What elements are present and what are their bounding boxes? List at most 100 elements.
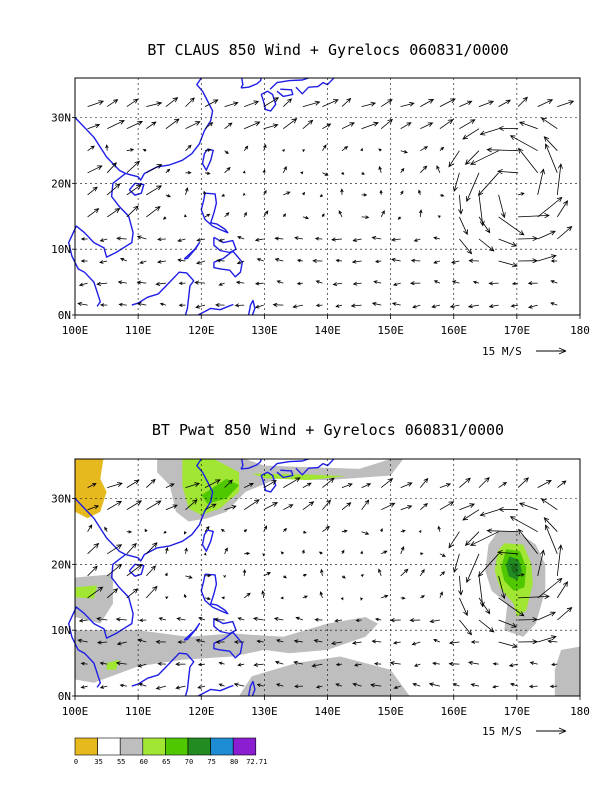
wind-vector	[400, 101, 415, 107]
wind-vector	[163, 216, 167, 220]
coastline	[201, 148, 214, 171]
wind-vector	[300, 171, 304, 175]
panel-2: BT Pwat 850 Wind + Gyrelocs 060831/0000 …	[51, 421, 590, 738]
pwat-region-75	[511, 563, 519, 574]
coastline	[247, 299, 256, 316]
wind-vector	[213, 617, 225, 622]
wind-vector	[99, 238, 108, 242]
wind-vector	[378, 568, 382, 577]
x-tick-label: 160E	[441, 324, 468, 337]
wind-vector	[185, 171, 192, 175]
wind-vector	[243, 211, 247, 218]
wind-vector	[361, 483, 372, 488]
wind-vector	[331, 640, 343, 646]
wind-vector	[275, 683, 284, 687]
coastline	[276, 88, 294, 98]
wind-vector	[263, 144, 267, 151]
wind-vector	[537, 168, 545, 195]
wind-vector	[118, 302, 127, 307]
wind-vector	[467, 304, 480, 309]
wind-vector	[116, 641, 127, 646]
wind-vector	[418, 209, 423, 217]
wind-vector	[196, 238, 206, 242]
pwat-region-60	[75, 585, 98, 599]
panel-2-y-ticks: 0N 10N 20N 30N	[51, 493, 75, 703]
y-tick-label: 10N	[51, 243, 71, 256]
wind-vector	[537, 99, 554, 107]
wind-vector	[380, 528, 383, 532]
wind-vector	[295, 616, 304, 621]
wind-vector	[452, 172, 460, 192]
wind-vector	[551, 662, 558, 667]
wind-vector	[263, 189, 267, 196]
wind-vector	[185, 499, 198, 511]
wind-vector	[80, 237, 88, 241]
colorbar-label: 35	[94, 758, 102, 766]
wind-vector	[87, 565, 98, 577]
wind-vector	[543, 517, 558, 532]
wind-vector	[183, 593, 187, 598]
wind-vector	[478, 100, 495, 107]
wind-vector	[413, 238, 421, 242]
wind-vector	[204, 596, 211, 601]
colorbar-label: 75	[207, 758, 215, 766]
y-tick-label: 0N	[58, 309, 71, 322]
panel-2-x-ticks: 100E 110E 120E 130E 140E 150E 160E 170E 180	[62, 696, 590, 718]
wind-vector	[509, 135, 538, 152]
wind-vector	[117, 280, 127, 285]
wind-vector	[479, 128, 499, 136]
x-tick-label: 130E	[251, 705, 278, 718]
wind-vector	[498, 260, 518, 268]
wind-vector	[518, 639, 539, 645]
wind-vector	[322, 144, 327, 151]
wind-vector	[126, 121, 144, 130]
wind-vector	[322, 123, 332, 130]
wind-vector	[492, 684, 499, 689]
wind-vector	[293, 660, 303, 665]
wind-vector	[469, 531, 499, 546]
wind-vector	[315, 280, 323, 284]
wind-vector	[518, 502, 538, 511]
coastline	[125, 458, 214, 562]
panel-1-title: BT CLAUS 850 Wind + Gyrelocs 060831/0000	[147, 41, 508, 59]
wind-vector	[439, 146, 445, 151]
wind-vector	[355, 618, 362, 622]
wind-vector	[380, 98, 393, 107]
wind-vector	[233, 682, 245, 687]
wind-vector	[215, 640, 225, 644]
wind-vector	[218, 683, 225, 687]
wind-vector	[351, 259, 362, 264]
wind-vector	[165, 596, 169, 600]
wind-vector	[233, 639, 245, 645]
wind-vector	[165, 547, 169, 554]
x-tick-label: 120E	[188, 324, 215, 337]
wind-vector	[163, 530, 167, 534]
wind-vector	[332, 282, 343, 286]
wind-vector	[351, 640, 362, 645]
pwat-region-60	[251, 473, 347, 481]
wind-vector	[381, 550, 388, 555]
wind-vector	[537, 577, 563, 599]
wind-vector	[458, 194, 464, 215]
coastline	[128, 563, 145, 577]
coastline	[201, 529, 214, 552]
coastline	[125, 77, 214, 181]
coastline	[295, 458, 335, 476]
wind-vector	[479, 509, 499, 517]
coastline	[240, 77, 262, 89]
wind-vector	[379, 189, 383, 195]
wind-vector	[319, 591, 323, 599]
wind-vector	[488, 304, 499, 309]
wind-vector	[115, 617, 127, 622]
wind-vector	[313, 639, 323, 643]
wind-vector	[420, 146, 429, 152]
wind-vector	[389, 661, 401, 666]
panel-2-shading	[75, 459, 580, 696]
wind-vector	[87, 165, 103, 174]
wind-vector	[302, 191, 306, 196]
colorbar-label: 65	[162, 758, 170, 766]
x-tick-label: 140E	[314, 324, 341, 337]
wind-vector	[335, 683, 343, 687]
wind-vector	[452, 683, 460, 687]
wind-vector	[498, 99, 511, 107]
